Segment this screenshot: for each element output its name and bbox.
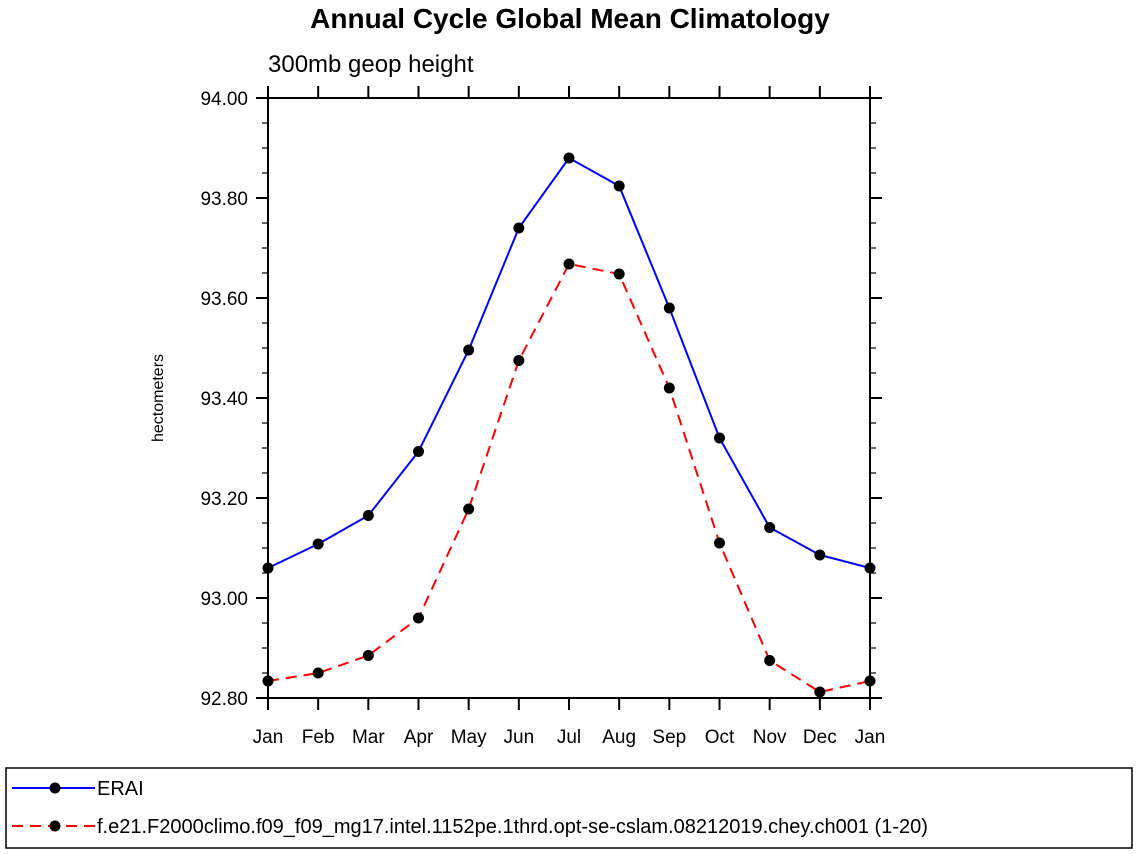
legend-label-model: f.e21.F2000climo.f09_f09_mg17.intel.1152…: [97, 816, 928, 838]
x-tick-label: Oct: [705, 727, 735, 748]
series-line-erai: [267, 156, 871, 569]
x-tick-label: Jan: [253, 727, 284, 748]
y-tick-label: 93.60: [200, 289, 248, 310]
data-point-model: [513, 355, 525, 366]
chart-title: Annual Cycle Global Mean Climatology: [310, 3, 830, 34]
x-tick-label: Jul: [557, 727, 581, 748]
series-line-model: [267, 262, 871, 694]
data-point-erai: [714, 432, 725, 444]
y-tick-label: 93.00: [200, 589, 248, 610]
legend-marker-model: [49, 820, 61, 832]
data-point-erai: [312, 538, 324, 550]
x-tick-label: Aug: [602, 727, 636, 748]
data-point-erai: [613, 180, 625, 192]
data-point-erai: [563, 152, 575, 164]
x-tick-label: Feb: [302, 727, 335, 748]
chart-subtitle: 300mb geop height: [268, 51, 474, 78]
plot-frame: [267, 97, 871, 699]
data-point-model: [663, 382, 675, 394]
legend-box: [5, 767, 1133, 849]
data-point-model: [312, 667, 324, 679]
data-point-erai: [413, 446, 424, 457]
legend: ERAI f.e21.F2000climo.f09_f09_mg17.intel.…: [5, 767, 1133, 849]
x-tick-label: May: [451, 727, 487, 748]
x-tick-label: Jan: [855, 727, 886, 748]
data-point-erai: [513, 222, 525, 234]
data-point-erai: [463, 344, 475, 356]
data-point-model: [613, 268, 625, 280]
data-point-model: [864, 675, 876, 687]
data-point-model: [362, 650, 374, 661]
y-tick-label: 93.40: [200, 389, 248, 410]
data-point-erai: [764, 522, 776, 533]
x-tick-label: Nov: [753, 727, 787, 748]
legend-label-erai: ERAI: [97, 778, 144, 800]
y-tick-label: 93.20: [200, 489, 248, 510]
y-tick-label: 92.80: [200, 689, 248, 710]
data-point-model: [413, 612, 424, 624]
x-tick-label: Apr: [404, 727, 434, 748]
data-point-erai: [663, 302, 675, 314]
data-point-erai: [864, 562, 876, 574]
x-tick-label: Sep: [652, 727, 686, 748]
x-tick-label: Dec: [803, 727, 837, 748]
y-tick-label: 94.00: [200, 89, 248, 110]
legend-marker-erai: [49, 782, 61, 794]
data-point-model: [463, 503, 475, 515]
data-point-erai: [362, 510, 374, 521]
data-point-model: [563, 258, 575, 270]
data-point-erai: [262, 562, 274, 574]
data-point-model: [714, 537, 725, 549]
y-tick-label: 93.80: [200, 189, 248, 210]
data-point-model: [764, 655, 776, 666]
data-point-erai: [814, 549, 826, 561]
data-point-model: [262, 675, 274, 687]
y-axis-label: hectometers: [150, 354, 167, 442]
plot-area: 92.80 93.00 93.20 93.40 93.60 93.80 94.00 Jan Fe…: [200, 86, 885, 748]
x-tick-label: Mar: [352, 727, 385, 748]
x-tick-label: Jun: [504, 727, 535, 748]
data-point-model: [814, 686, 826, 698]
